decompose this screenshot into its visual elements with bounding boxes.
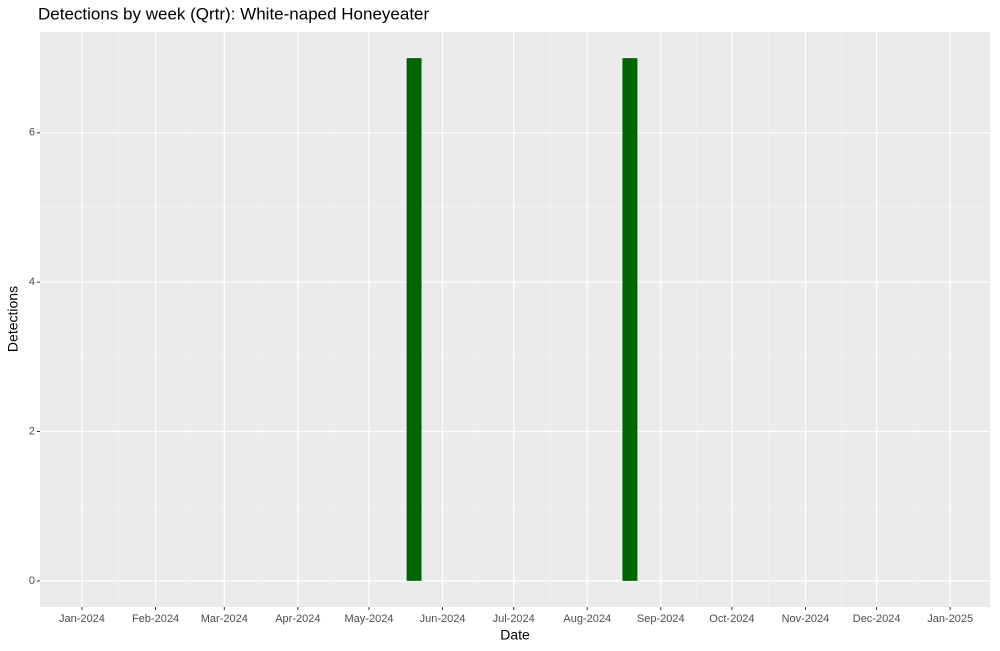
x-tick-label: Jan-2024 bbox=[59, 613, 105, 625]
x-tick-label: Jan-2025 bbox=[927, 613, 973, 625]
x-tick-label: Oct-2024 bbox=[709, 613, 754, 625]
x-tick-label: Mar-2024 bbox=[201, 613, 248, 625]
chart-title: Detections by week (Qrtr): White-naped H… bbox=[38, 4, 430, 23]
y-tick-label: 6 bbox=[29, 127, 35, 139]
bar bbox=[622, 58, 638, 581]
x-tick-label: Apr-2024 bbox=[275, 613, 320, 625]
x-tick-label: Feb-2024 bbox=[132, 613, 179, 625]
marks bbox=[406, 58, 638, 581]
y-axis-label: Detections bbox=[5, 286, 21, 352]
y-tick-label: 0 bbox=[29, 575, 35, 587]
panel bbox=[40, 32, 990, 607]
y-tick-label: 4 bbox=[29, 276, 35, 288]
x-tick-label: May-2024 bbox=[345, 613, 394, 625]
bar bbox=[406, 58, 422, 581]
x-tick-label: Sep-2024 bbox=[637, 613, 685, 625]
x-tick-label: Jun-2024 bbox=[420, 613, 466, 625]
x-tick-label: Jul-2024 bbox=[493, 613, 535, 625]
y-tick-label: 2 bbox=[29, 425, 35, 437]
x-tick-label: Dec-2024 bbox=[853, 613, 901, 625]
x-tick-label: Aug-2024 bbox=[563, 613, 611, 625]
x-tick-label: Nov-2024 bbox=[782, 613, 830, 625]
x-axis-label: Date bbox=[500, 627, 530, 643]
